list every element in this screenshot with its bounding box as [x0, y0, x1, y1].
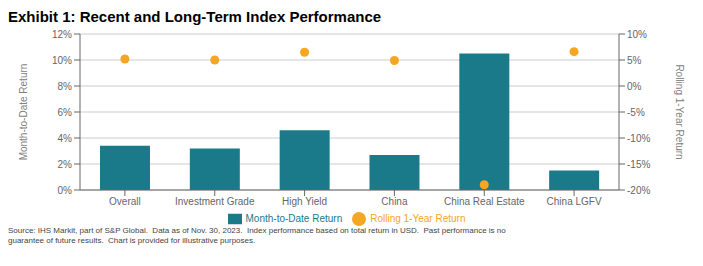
svg-text:Investment Grade: Investment Grade	[175, 196, 255, 207]
svg-text:-20%: -20%	[627, 185, 650, 196]
svg-text:Month-to-Date Return: Month-to-Date Return	[18, 64, 29, 161]
svg-text:China: China	[381, 196, 408, 207]
svg-text:-15%: -15%	[627, 159, 650, 170]
svg-text:Overall: Overall	[109, 196, 141, 207]
svg-text:12%: 12%	[52, 29, 72, 40]
html-text:Rolling 1-Year Return: Rolling 1-Year Return	[370, 212, 466, 224]
svg-text:4%: 4%	[58, 133, 73, 144]
svg-text:High Yield: High Yield	[282, 196, 327, 207]
html-text:Source: IHS Markit, part of S&: Source: IHS Markit, part of S&P Global. …	[8, 226, 506, 245]
svg-text:0%: 0%	[627, 81, 642, 92]
svg-text:6%: 6%	[58, 107, 73, 118]
svg-text:-10%: -10%	[627, 133, 650, 144]
svg-text:China LGFV: China LGFV	[547, 196, 602, 207]
svg-text:Rolling 1-Year Return: Rolling 1-Year Return	[674, 64, 685, 159]
svg-text:0%: 0%	[58, 185, 73, 196]
svg-text:5%: 5%	[627, 55, 642, 66]
html-text:Month-to-Date Return: Month-to-Date Return	[245, 212, 343, 224]
svg-text:-5%: -5%	[627, 107, 645, 118]
svg-text:China Real Estate: China Real Estate	[444, 196, 525, 207]
svg-text:10%: 10%	[627, 29, 647, 40]
svg-text:8%: 8%	[58, 81, 73, 92]
html-text:Exhibit 1: Recent and Long-Ter: Exhibit 1: Recent and Long-Term Index Pe…	[8, 8, 382, 25]
svg-text:10%: 10%	[52, 55, 72, 66]
svg-text:2%: 2%	[58, 159, 73, 170]
